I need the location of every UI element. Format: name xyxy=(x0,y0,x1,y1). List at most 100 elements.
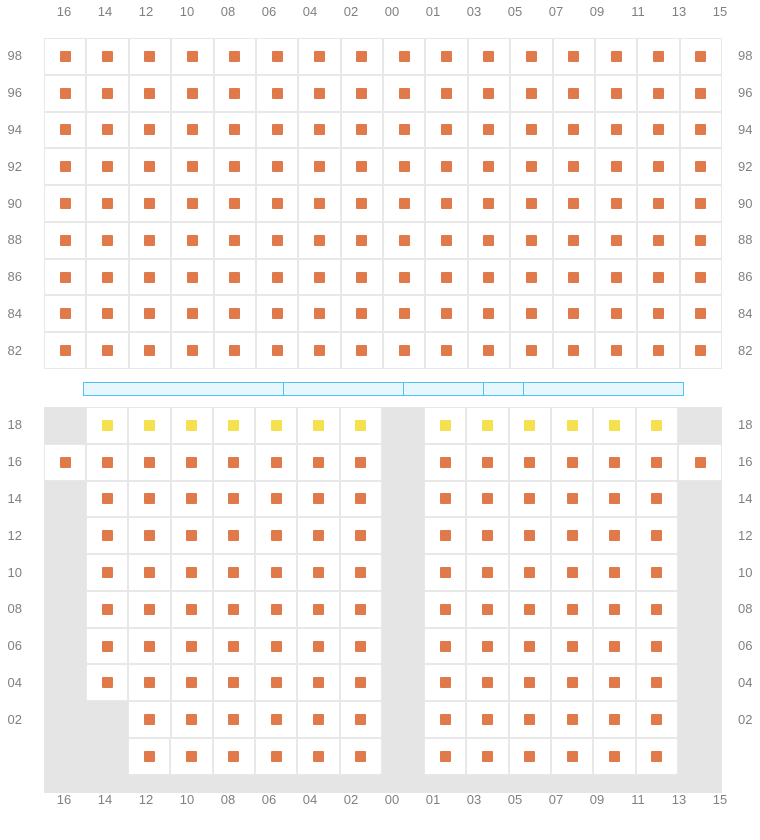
seat-cell[interactable] xyxy=(425,259,467,296)
seat-cell[interactable] xyxy=(44,185,86,222)
seat-cell[interactable] xyxy=(593,481,635,518)
seat-cell[interactable] xyxy=(680,112,722,149)
seat-cell[interactable] xyxy=(637,222,679,259)
seat-cell[interactable] xyxy=(637,332,679,369)
seat-cell[interactable] xyxy=(171,259,213,296)
seat-cell[interactable] xyxy=(424,407,466,444)
seat-cell[interactable] xyxy=(171,591,213,628)
seat-cell[interactable] xyxy=(341,222,383,259)
seat-cell[interactable] xyxy=(595,332,637,369)
seat-cell[interactable] xyxy=(424,628,466,665)
seat-cell[interactable] xyxy=(171,295,213,332)
seat-cell[interactable] xyxy=(129,222,171,259)
seat-cell[interactable] xyxy=(213,701,255,738)
seat-cell[interactable] xyxy=(128,554,170,591)
seat-cell[interactable] xyxy=(171,148,213,185)
seat-cell[interactable] xyxy=(86,628,128,665)
seat-cell[interactable] xyxy=(171,75,213,112)
seat-cell[interactable] xyxy=(425,148,467,185)
seat-cell[interactable] xyxy=(256,75,298,112)
seat-cell[interactable] xyxy=(636,407,678,444)
seat-cell[interactable] xyxy=(595,38,637,75)
seat-cell[interactable] xyxy=(680,185,722,222)
seat-cell[interactable] xyxy=(213,554,255,591)
seat-cell[interactable] xyxy=(297,481,339,518)
seat-cell[interactable] xyxy=(637,259,679,296)
seat-cell[interactable] xyxy=(340,554,382,591)
seat-cell[interactable] xyxy=(255,738,297,775)
seat-cell[interactable] xyxy=(340,628,382,665)
seat-cell[interactable] xyxy=(340,481,382,518)
seat-cell[interactable] xyxy=(341,75,383,112)
seat-cell[interactable] xyxy=(551,407,593,444)
seat-cell[interactable] xyxy=(213,591,255,628)
seat-cell[interactable] xyxy=(553,38,595,75)
seat-cell[interactable] xyxy=(383,222,425,259)
seat-cell[interactable] xyxy=(129,295,171,332)
seat-cell[interactable] xyxy=(128,738,170,775)
seat-cell[interactable] xyxy=(509,701,551,738)
seat-cell[interactable] xyxy=(510,222,552,259)
seat-cell[interactable] xyxy=(128,517,170,554)
seat-cell[interactable] xyxy=(86,407,128,444)
seat-cell[interactable] xyxy=(424,517,466,554)
seat-cell[interactable] xyxy=(255,701,297,738)
seat-cell[interactable] xyxy=(509,554,551,591)
seat-cell[interactable] xyxy=(636,701,678,738)
seat-cell[interactable] xyxy=(466,738,508,775)
seat-cell[interactable] xyxy=(86,295,128,332)
seat-cell[interactable] xyxy=(468,38,510,75)
seat-cell[interactable] xyxy=(44,38,86,75)
seat-cell[interactable] xyxy=(86,517,128,554)
seat-cell[interactable] xyxy=(171,38,213,75)
seat-cell[interactable] xyxy=(256,148,298,185)
seat-cell[interactable] xyxy=(213,481,255,518)
seat-cell[interactable] xyxy=(297,664,339,701)
seat-cell[interactable] xyxy=(86,185,128,222)
seat-cell[interactable] xyxy=(509,591,551,628)
seat-cell[interactable] xyxy=(509,738,551,775)
seat-cell[interactable] xyxy=(171,407,213,444)
seat-cell[interactable] xyxy=(86,332,128,369)
seat-cell[interactable] xyxy=(593,444,635,481)
seat-cell[interactable] xyxy=(214,185,256,222)
seat-cell[interactable] xyxy=(214,332,256,369)
seat-cell[interactable] xyxy=(255,554,297,591)
seat-cell[interactable] xyxy=(171,701,213,738)
seat-cell[interactable] xyxy=(44,222,86,259)
seat-cell[interactable] xyxy=(129,259,171,296)
seat-cell[interactable] xyxy=(171,112,213,149)
seat-cell[interactable] xyxy=(341,259,383,296)
seat-cell[interactable] xyxy=(636,517,678,554)
seat-cell[interactable] xyxy=(637,295,679,332)
seat-cell[interactable] xyxy=(466,701,508,738)
seat-cell[interactable] xyxy=(637,185,679,222)
seat-cell[interactable] xyxy=(86,591,128,628)
seat-cell[interactable] xyxy=(636,738,678,775)
seat-cell[interactable] xyxy=(551,738,593,775)
seat-cell[interactable] xyxy=(680,295,722,332)
seat-cell[interactable] xyxy=(553,75,595,112)
seat-cell[interactable] xyxy=(468,222,510,259)
seat-cell[interactable] xyxy=(214,38,256,75)
seat-cell[interactable] xyxy=(297,738,339,775)
seat-cell[interactable] xyxy=(593,591,635,628)
seat-cell[interactable] xyxy=(86,554,128,591)
seat-cell[interactable] xyxy=(298,259,340,296)
seat-cell[interactable] xyxy=(214,259,256,296)
seat-cell[interactable] xyxy=(510,75,552,112)
seat-cell[interactable] xyxy=(468,75,510,112)
seat-cell[interactable] xyxy=(383,332,425,369)
seat-cell[interactable] xyxy=(680,332,722,369)
seat-cell[interactable] xyxy=(678,444,722,481)
seat-cell[interactable] xyxy=(213,407,255,444)
seat-cell[interactable] xyxy=(128,407,170,444)
seat-cell[interactable] xyxy=(510,259,552,296)
seat-cell[interactable] xyxy=(44,295,86,332)
seat-cell[interactable] xyxy=(510,112,552,149)
seat-cell[interactable] xyxy=(213,444,255,481)
seat-cell[interactable] xyxy=(510,332,552,369)
seat-cell[interactable] xyxy=(425,38,467,75)
seat-cell[interactable] xyxy=(680,38,722,75)
seat-cell[interactable] xyxy=(128,701,170,738)
